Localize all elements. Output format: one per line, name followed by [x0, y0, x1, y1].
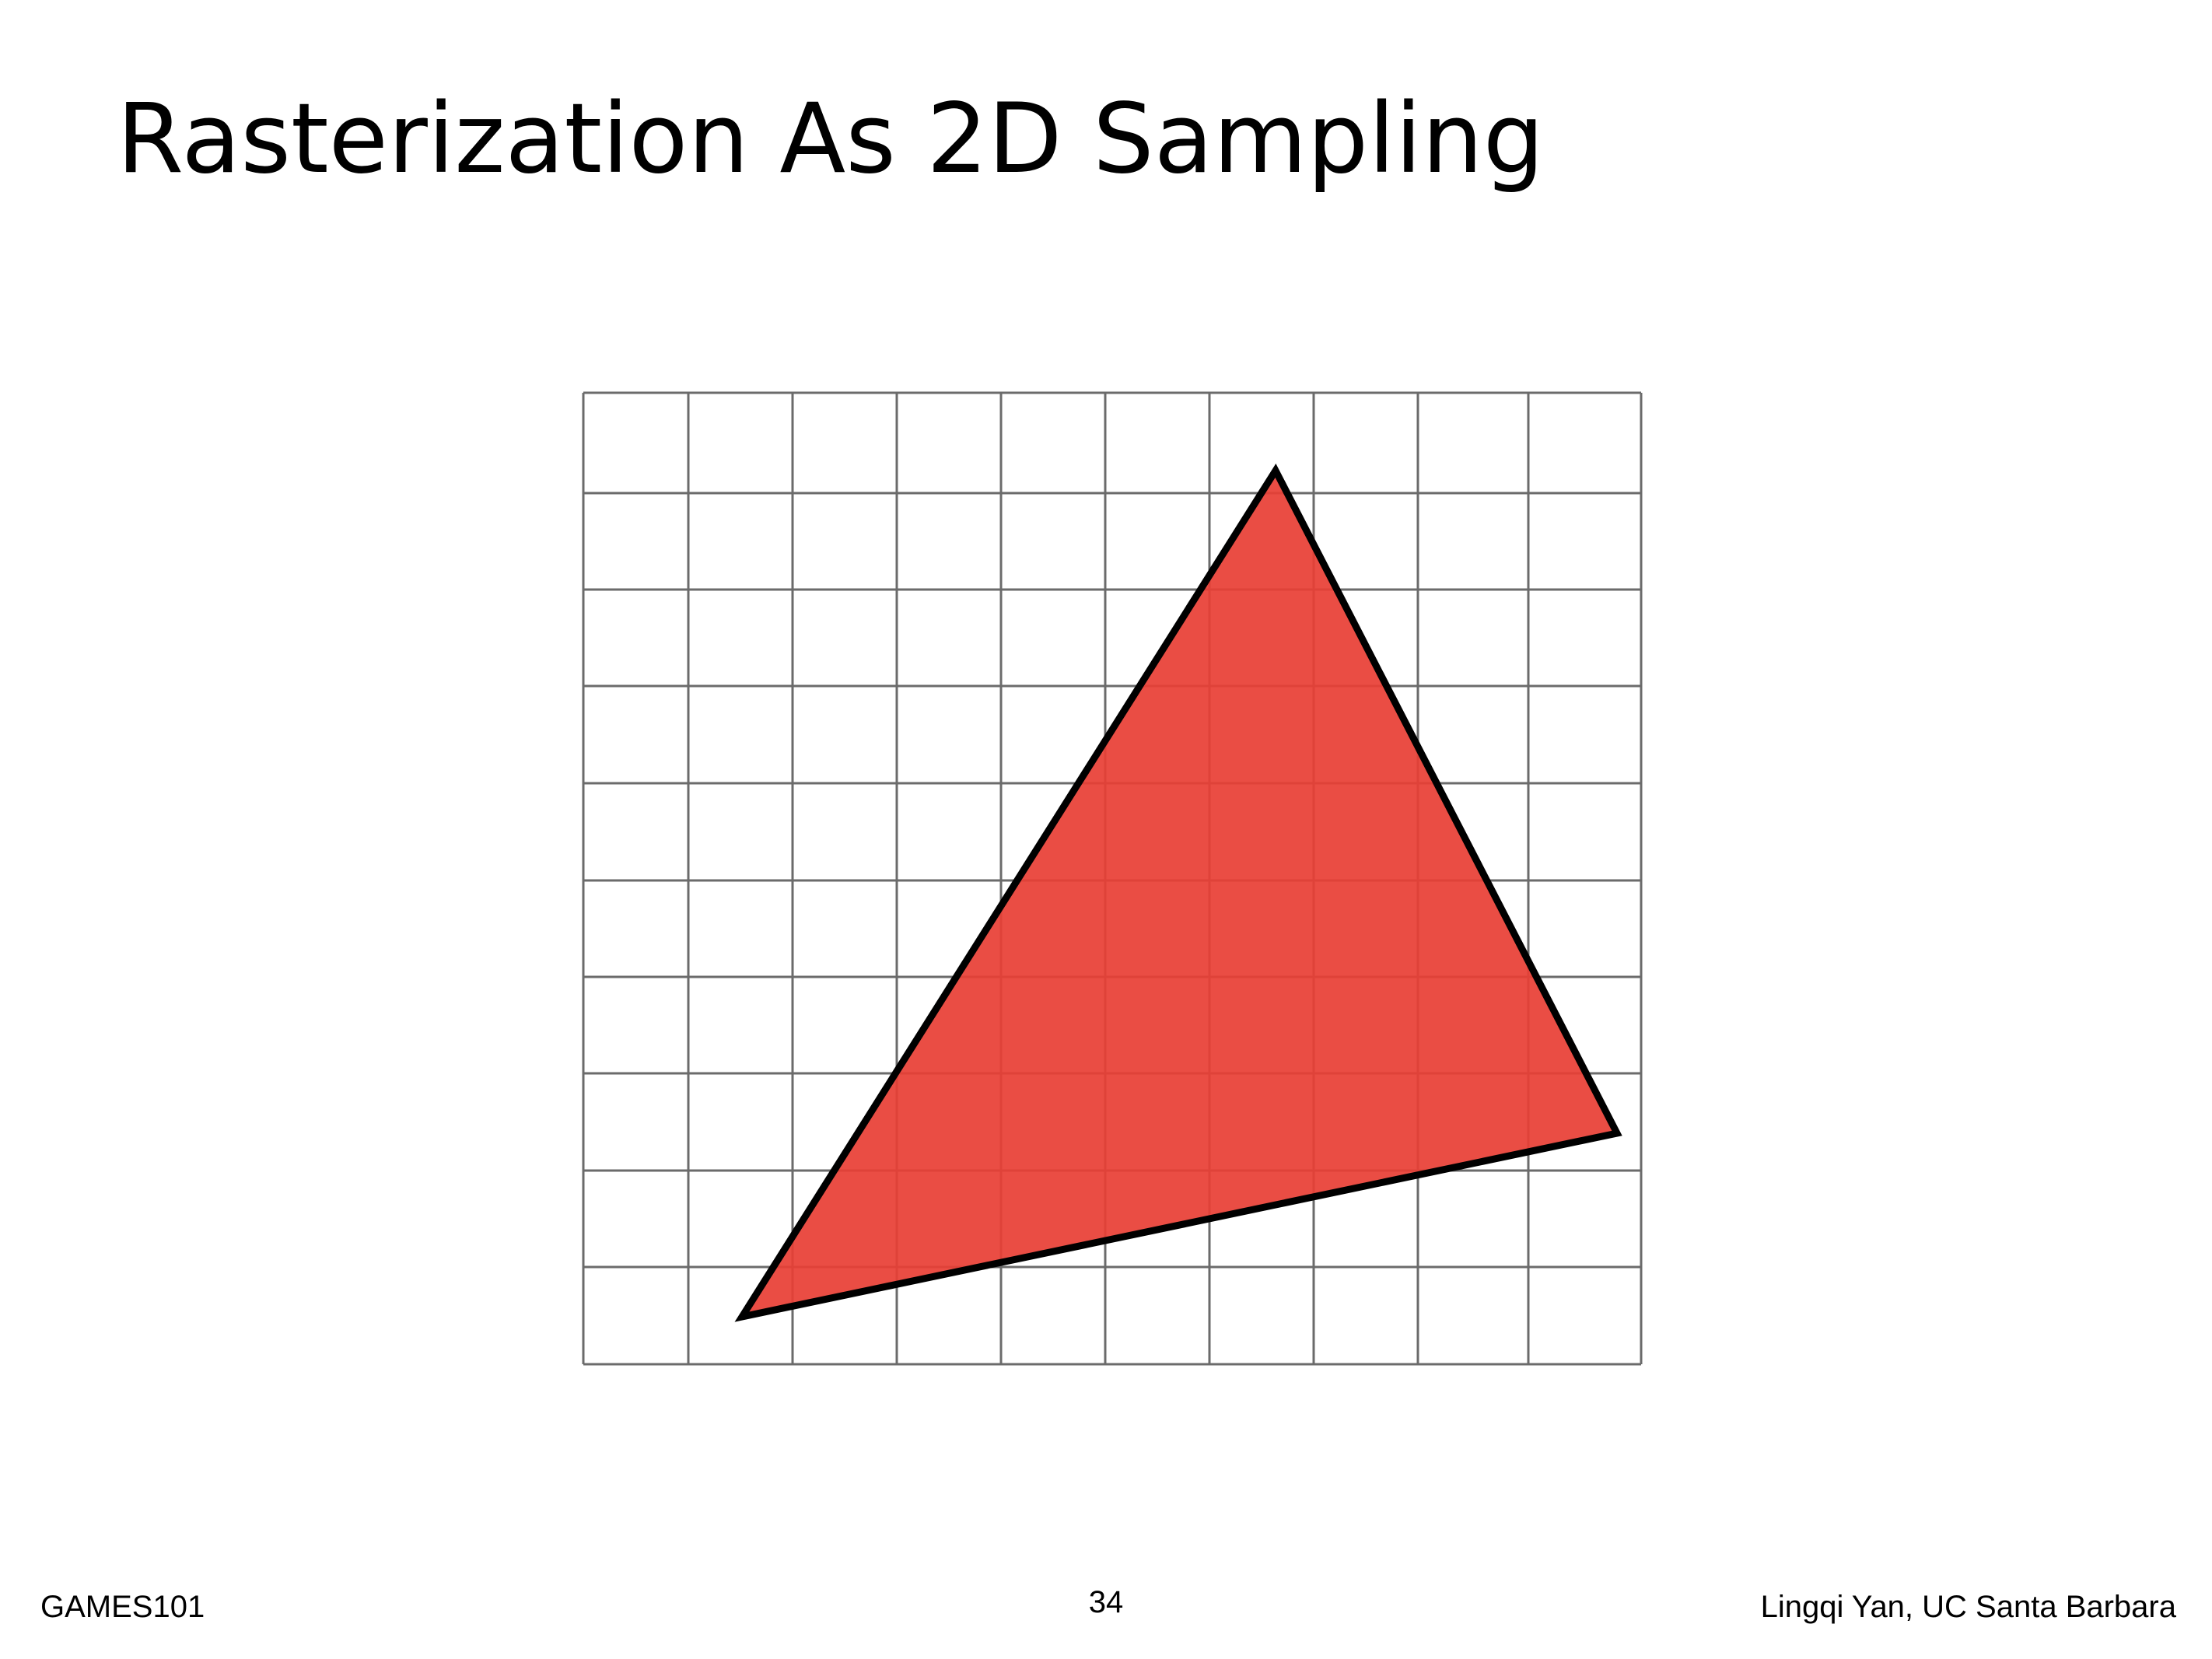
course-label: GAMES101 — [40, 1591, 205, 1622]
red-triangle — [742, 471, 1617, 1317]
author-credit: Lingqi Yan, UC Santa Barbara — [1761, 1591, 2176, 1622]
page-number: 34 — [1089, 1587, 1124, 1618]
